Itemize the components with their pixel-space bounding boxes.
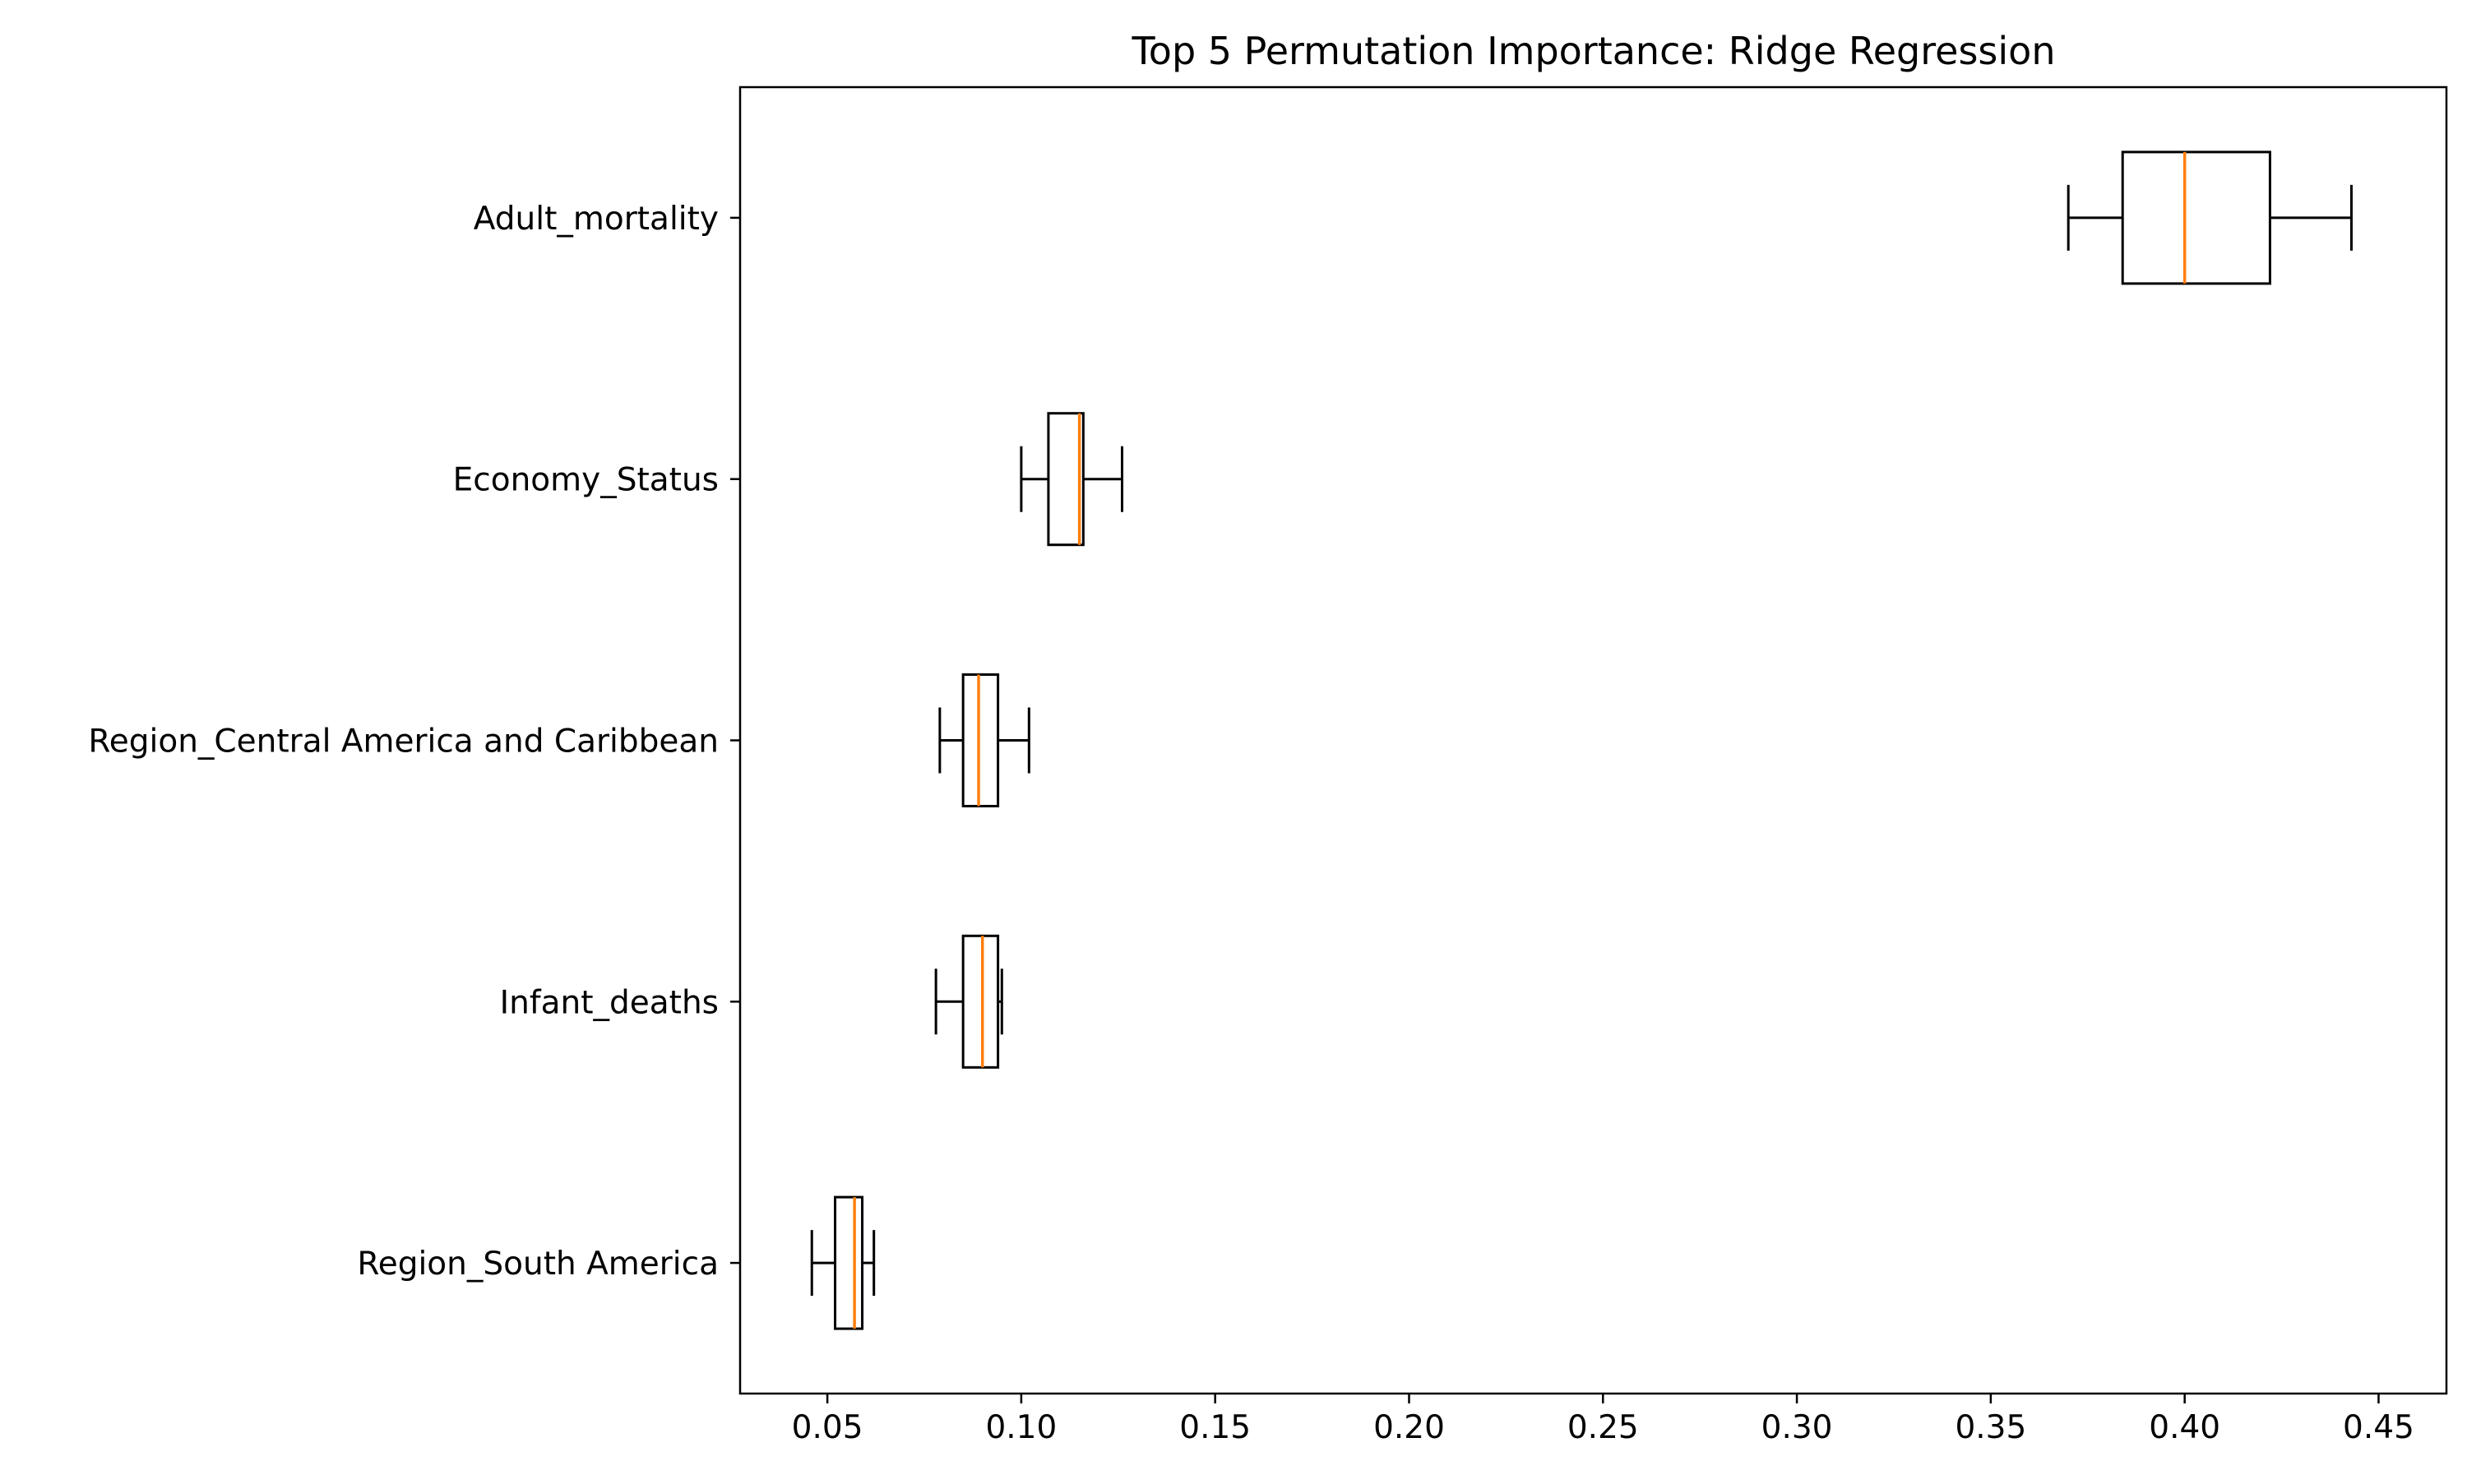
- x-tick-label-7: 0.35: [1955, 1409, 2026, 1446]
- axes-frame: [738, 86, 2448, 1395]
- y-tick-label-2: Economy_Status: [453, 462, 719, 499]
- x-tick-label-3: 0.15: [1179, 1409, 1251, 1446]
- x-tick-label-6: 0.30: [1761, 1409, 1833, 1446]
- x-tick-label-4: 0.20: [1373, 1409, 1445, 1446]
- y-tick-label-4: Infant_deaths: [500, 984, 719, 1021]
- y-tick-label-1: Adult_mortality: [474, 201, 719, 238]
- box-1-iqr-box: [2121, 150, 2271, 285]
- chart-title: Top 5 Permutation Importance: Ridge Regr…: [1132, 29, 2056, 73]
- box-5-iqr-box: [834, 1195, 864, 1330]
- y-tick-label-5: Region_South America: [357, 1246, 719, 1283]
- x-tick-label-9: 0.45: [2343, 1409, 2414, 1446]
- x-tick-label-8: 0.40: [2149, 1409, 2220, 1446]
- y-tick-label-3: Region_Central America and Caribbean: [88, 724, 719, 760]
- box-3-iqr-box: [961, 673, 1000, 807]
- plot-layer: Adult_mortality Economy_Status Region_Cent…: [88, 86, 2448, 1446]
- x-tick-label-5: 0.25: [1567, 1409, 1639, 1446]
- box-4-iqr-box: [961, 934, 1000, 1069]
- x-tick-label-1: 0.05: [792, 1409, 863, 1446]
- x-tick-label-2: 0.10: [985, 1409, 1057, 1446]
- box-2-iqr-box: [1047, 412, 1085, 547]
